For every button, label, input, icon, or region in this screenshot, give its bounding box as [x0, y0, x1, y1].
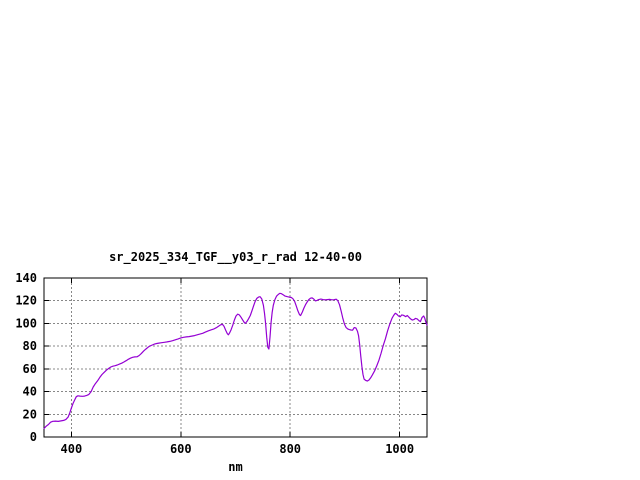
- y-tick-label: 120: [15, 294, 37, 308]
- y-tick-label: 0: [30, 430, 37, 444]
- chart-title: sr_2025_334_TGF__y03_r_rad 12-40-00: [109, 250, 362, 265]
- y-tick-label: 140: [15, 271, 37, 285]
- x-tick-label: 800: [279, 442, 301, 456]
- x-tick-label: 600: [170, 442, 192, 456]
- spectral-curve: [43, 292, 428, 430]
- y-tick-label: 40: [23, 385, 37, 399]
- y-tick-label: 80: [23, 339, 37, 353]
- plot-border: [43, 277, 428, 438]
- y-tick-label: 20: [23, 407, 37, 421]
- y-tick-label: 60: [23, 362, 37, 376]
- x-tick-label: 1000: [385, 442, 414, 456]
- x-tick-label: 400: [61, 442, 83, 456]
- x-axis-label: nm: [228, 460, 242, 474]
- y-tick-label: 100: [15, 316, 37, 330]
